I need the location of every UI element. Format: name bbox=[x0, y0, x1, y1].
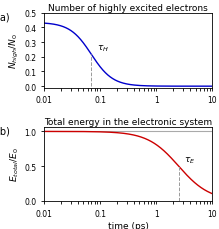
Y-axis label: $E_{total}/E_0$: $E_{total}/E_0$ bbox=[9, 147, 21, 182]
Text: (a): (a) bbox=[0, 12, 10, 22]
Y-axis label: $N_{high}/N_0$: $N_{high}/N_0$ bbox=[8, 33, 21, 69]
X-axis label: time (ps): time (ps) bbox=[108, 221, 148, 229]
Title: Total energy in the electronic system: Total energy in the electronic system bbox=[44, 117, 212, 126]
Text: $\tau_E$: $\tau_E$ bbox=[184, 155, 196, 165]
Title: Number of highly excited electrons: Number of highly excited electrons bbox=[48, 4, 208, 13]
Text: $\tau_H$: $\tau_H$ bbox=[97, 43, 109, 54]
Text: (b): (b) bbox=[0, 125, 11, 136]
